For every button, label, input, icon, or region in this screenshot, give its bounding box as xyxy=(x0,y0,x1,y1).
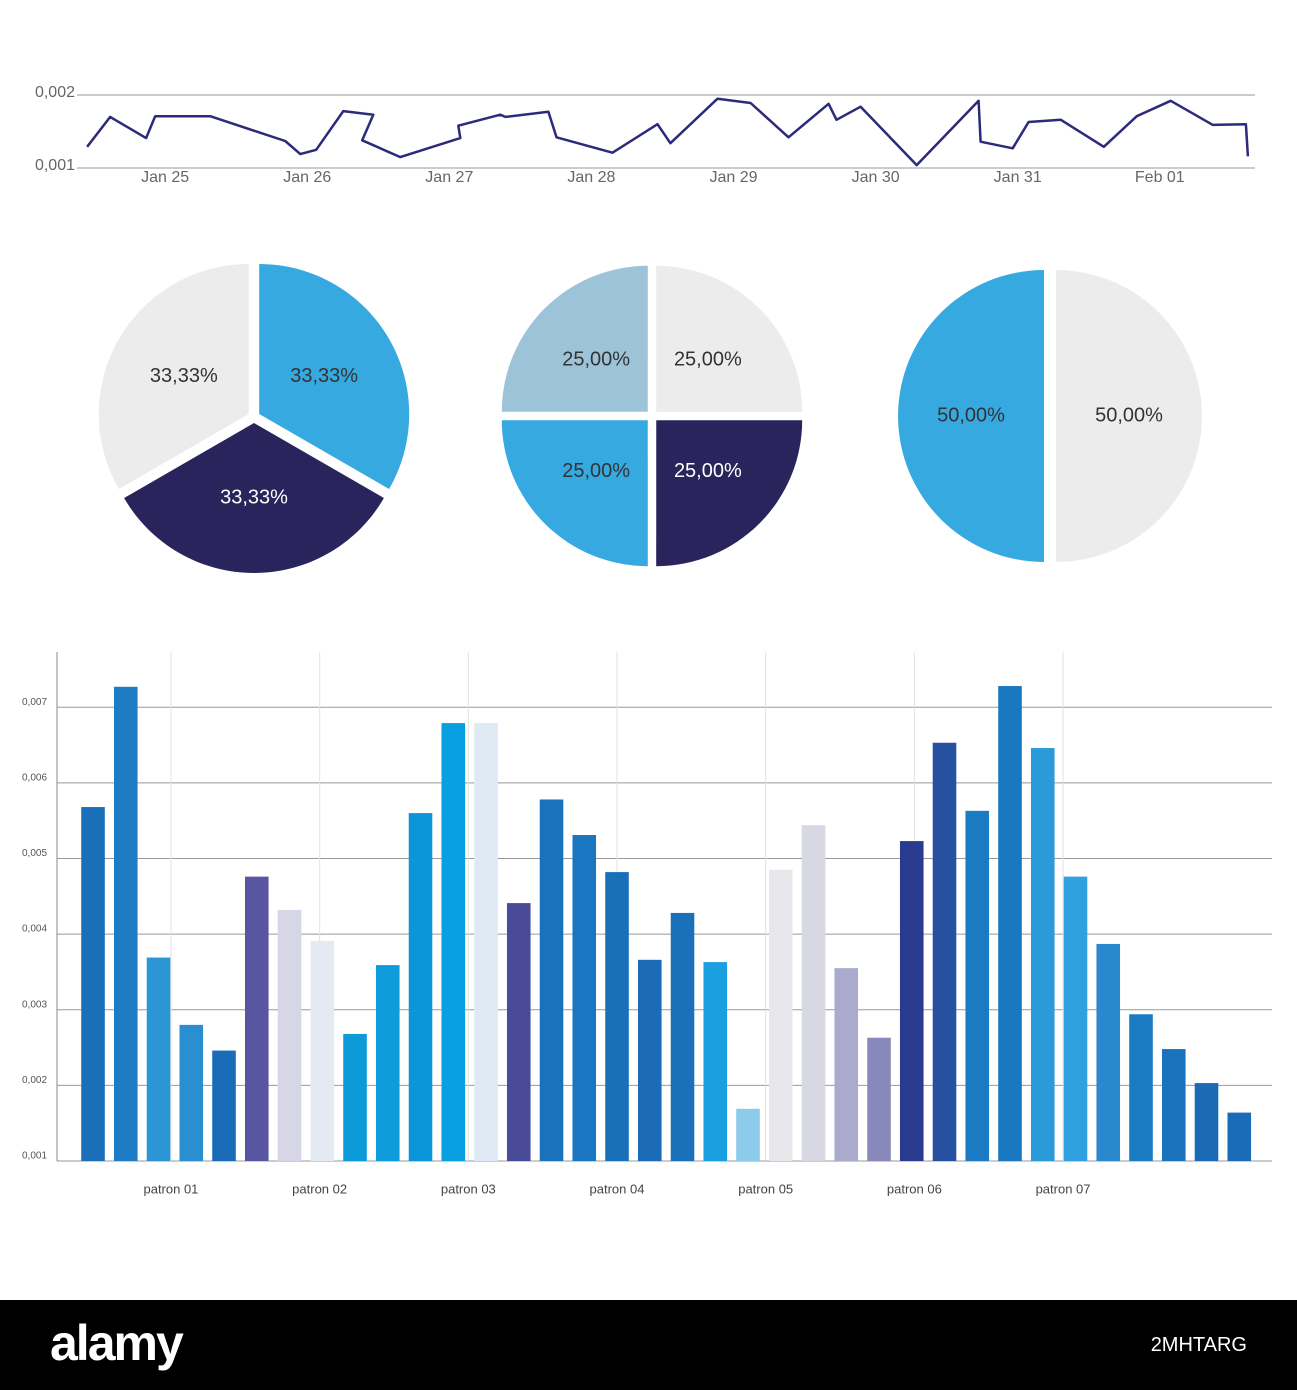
slice-label: 25,00% xyxy=(674,348,742,370)
pie-slice xyxy=(1056,270,1202,562)
bar xyxy=(965,810,990,1161)
bar xyxy=(441,723,466,1161)
bar xyxy=(408,813,433,1161)
bar xyxy=(768,869,793,1161)
bar xyxy=(244,876,269,1161)
bar xyxy=(474,723,498,1161)
bar xyxy=(736,1108,760,1161)
x-tick-label: Jan 28 xyxy=(567,169,615,186)
x-tick-label: Jan 26 xyxy=(283,169,331,186)
x-tick-label: Jan 29 xyxy=(709,169,757,186)
bar xyxy=(310,940,335,1161)
slice-label: 50,00% xyxy=(937,404,1005,426)
bar xyxy=(1030,748,1055,1161)
bar xyxy=(572,835,597,1161)
x-tick-label: Jan 31 xyxy=(994,169,1042,186)
y-tick-label: 0,007 xyxy=(22,697,47,708)
pie-slice xyxy=(98,264,249,489)
brand: alamy xyxy=(50,1315,184,1371)
bar xyxy=(113,686,138,1161)
bar xyxy=(375,965,400,1161)
pie-slice xyxy=(124,423,384,573)
bar xyxy=(179,1024,204,1161)
pie-slice xyxy=(656,265,803,412)
line-series xyxy=(86,97,1250,167)
bar xyxy=(277,909,302,1161)
bar xyxy=(1129,1014,1153,1161)
y-tick-label: 0,002 xyxy=(22,1075,47,1086)
bar xyxy=(834,968,859,1161)
pie-slice xyxy=(501,420,648,567)
y-tick-label: 0,003 xyxy=(22,999,47,1010)
slice-label: 33,33% xyxy=(220,486,288,508)
x-tick-label: patron 04 xyxy=(590,1181,645,1196)
slice-label: 33,33% xyxy=(150,365,218,387)
pie-slice xyxy=(898,270,1044,562)
y-tick-label: 0,002 xyxy=(35,84,75,101)
x-tick-label: patron 05 xyxy=(738,1181,793,1196)
y-tick-label: 0,001 xyxy=(35,157,75,174)
bar xyxy=(343,1033,367,1161)
image-id: 2MHTARG xyxy=(1150,1334,1247,1356)
x-tick-label: patron 03 xyxy=(441,1181,496,1196)
bar xyxy=(998,686,1022,1161)
slice-label: 25,00% xyxy=(674,460,742,482)
slice-label: 25,00% xyxy=(562,460,630,482)
bar xyxy=(637,959,662,1161)
y-tick-label: 0,005 xyxy=(22,848,47,859)
bar xyxy=(1096,943,1121,1161)
pie-slice xyxy=(501,265,648,412)
footer: alamy 2MHTARG xyxy=(0,1300,1297,1390)
bar xyxy=(670,912,695,1161)
y-tick-label: 0,001 xyxy=(22,1151,47,1162)
bar xyxy=(605,872,629,1161)
bar xyxy=(899,841,924,1161)
bar xyxy=(932,742,957,1161)
bar xyxy=(1063,876,1088,1161)
x-tick-label: patron 07 xyxy=(1036,1181,1091,1196)
x-tick-label: patron 01 xyxy=(143,1181,198,1196)
y-tick-label: 0,006 xyxy=(22,772,47,783)
bar xyxy=(1161,1049,1186,1161)
x-tick-label: Jan 27 xyxy=(425,169,473,186)
bar xyxy=(146,957,171,1161)
bar xyxy=(1227,1112,1252,1161)
slice-label: 33,33% xyxy=(290,365,358,387)
bar xyxy=(81,807,105,1161)
pie-slice xyxy=(656,420,803,567)
bar xyxy=(539,799,564,1161)
x-tick-label: patron 02 xyxy=(292,1181,347,1196)
bar xyxy=(1194,1083,1219,1161)
x-tick-label: Jan 25 xyxy=(141,169,189,186)
bar xyxy=(867,1037,891,1161)
pie-slice xyxy=(259,264,410,489)
slice-label: 25,00% xyxy=(562,348,630,370)
x-tick-label: patron 06 xyxy=(887,1181,942,1196)
slice-label: 50,00% xyxy=(1095,404,1163,426)
bar xyxy=(506,903,531,1161)
bar xyxy=(801,825,826,1161)
y-tick-label: 0,004 xyxy=(22,924,47,935)
bar xyxy=(703,962,728,1161)
x-tick-label: Feb 01 xyxy=(1135,169,1185,186)
dashboard: 0,001 0,002 Jan 25 Jan 26 Jan 27 Jan 28 Jan 29… xyxy=(22,84,1272,1196)
bar xyxy=(212,1050,236,1161)
x-tick-label: Jan 30 xyxy=(852,169,900,186)
